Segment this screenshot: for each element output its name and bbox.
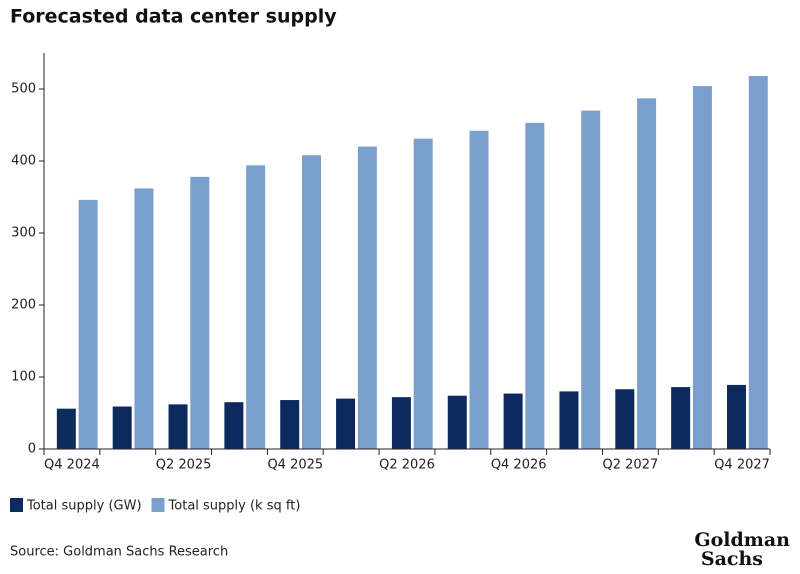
y-tick-label: 300 [11, 226, 36, 241]
bar [615, 389, 635, 449]
bar [581, 110, 601, 449]
bar [503, 393, 523, 449]
bar [280, 400, 300, 449]
bar [671, 387, 691, 449]
y-tick-label: 500 [11, 82, 36, 97]
y-tick-label: 200 [11, 298, 36, 313]
x-tick-label: Q4 2026 [491, 458, 547, 473]
bar [112, 406, 132, 449]
logo: Sachs [701, 548, 763, 570]
bar [224, 402, 244, 449]
bar [447, 395, 467, 449]
bar [525, 122, 545, 449]
x-tick-label: Q2 2025 [156, 458, 212, 473]
bar [302, 155, 321, 450]
bar [357, 146, 377, 449]
legend-label: Total supply (k sq ft) [168, 499, 301, 514]
bar [336, 398, 356, 449]
bar [637, 98, 657, 450]
y-tick-label: 100 [11, 370, 36, 385]
bar [692, 86, 712, 450]
x-tick-label: Q2 2026 [379, 458, 435, 473]
y-tick-label: 0 [28, 442, 36, 457]
bar [391, 397, 411, 449]
bar [413, 138, 433, 449]
bar [748, 76, 768, 449]
bar [168, 404, 188, 449]
source: Source: Goldman Sachs Research [10, 545, 228, 560]
bar [559, 391, 579, 449]
bar [469, 130, 489, 449]
bar [190, 176, 210, 449]
x-tick-label: Q4 2025 [267, 458, 323, 473]
legend-swatch [151, 498, 165, 512]
bar [246, 165, 266, 449]
x-tick-label: Q4 2024 [44, 458, 100, 473]
x-tick-label: Q2 2027 [603, 458, 659, 473]
x-tick-label: Q4 2027 [714, 458, 770, 473]
bar [56, 408, 76, 449]
bar [134, 188, 154, 450]
legend-swatch [10, 498, 23, 512]
legend-label: Total supply (GW) [26, 499, 142, 514]
bar [78, 199, 98, 449]
chart-title: Forecasted data center supply [10, 6, 337, 28]
y-tick-label: 400 [11, 154, 36, 169]
logo: Goldman [694, 529, 790, 551]
bar [726, 384, 746, 449]
